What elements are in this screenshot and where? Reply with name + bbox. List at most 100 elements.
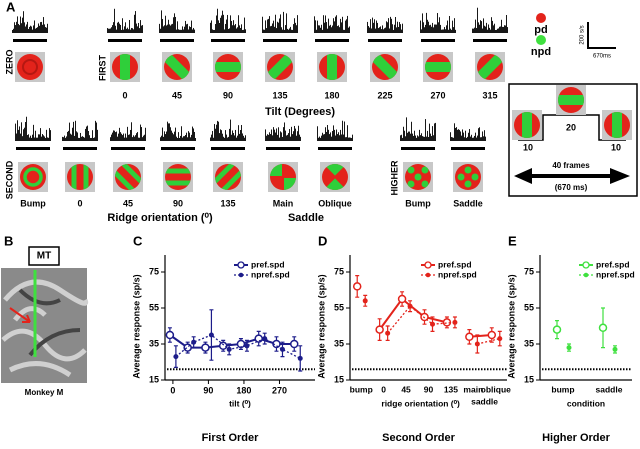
stimulus xyxy=(423,52,453,82)
histogram xyxy=(420,12,456,34)
data-point xyxy=(452,319,458,325)
stimulus xyxy=(111,160,145,194)
stimulus-bar xyxy=(315,39,349,42)
stimulus xyxy=(512,110,542,140)
y-tick-label: 55 xyxy=(334,302,344,312)
stimulus-bar xyxy=(266,147,300,150)
diagram-box xyxy=(508,83,638,197)
data-point xyxy=(566,345,572,351)
histogram xyxy=(15,116,51,141)
data-point xyxy=(430,321,435,327)
data-point xyxy=(218,341,228,351)
stimulus xyxy=(110,52,140,82)
x-axis-label: tilt (⁰) xyxy=(229,398,251,408)
data-point xyxy=(407,303,413,309)
legend-label: npd xyxy=(531,46,551,58)
stimulus xyxy=(475,52,505,82)
tick-label: 225 xyxy=(377,90,392,100)
tick-label: 270 xyxy=(430,90,445,100)
arrow xyxy=(9,307,31,323)
tick-label: 90 xyxy=(223,90,233,100)
legend-swatch xyxy=(536,13,546,23)
data-point xyxy=(297,355,303,361)
histogram xyxy=(317,120,353,141)
stimulus-bar xyxy=(451,147,485,150)
stimulus-bar xyxy=(318,147,352,150)
stimulus xyxy=(317,52,347,82)
diagram-label: 10 xyxy=(611,142,621,152)
stimulus-bar xyxy=(368,39,402,42)
legend-swatch xyxy=(536,35,546,45)
data-point xyxy=(173,354,179,360)
row-label: FIRST xyxy=(97,54,107,81)
data-point xyxy=(165,330,175,340)
histogram xyxy=(12,11,48,33)
data-point xyxy=(497,336,503,342)
panel-label: E xyxy=(508,233,517,248)
panel-label: C xyxy=(133,233,143,248)
axis-label: Saddle xyxy=(288,212,324,224)
chart-title: First Order xyxy=(202,432,260,444)
series-line xyxy=(378,297,448,331)
panel-label: A xyxy=(6,0,16,14)
stimulus-bar xyxy=(16,147,50,150)
tick-label: 0 xyxy=(77,198,82,208)
stimulus xyxy=(268,162,298,192)
legend-marker xyxy=(424,261,432,269)
stimulus xyxy=(15,52,45,82)
y-axis-label: Average response (sp/s) xyxy=(506,274,516,378)
series-line xyxy=(477,337,500,345)
data-point xyxy=(183,343,192,352)
tick-label: Oblique xyxy=(318,198,352,208)
legend-marker xyxy=(425,272,431,278)
stimulus xyxy=(370,52,400,82)
stimulus xyxy=(65,162,95,192)
diagram-label: 20 xyxy=(566,122,576,132)
scale-label: 670ms xyxy=(593,54,611,60)
axis-label: Ridge orientation (⁰) xyxy=(107,212,213,224)
data-point xyxy=(598,323,608,333)
data-point xyxy=(244,343,250,349)
x-tick-label: main xyxy=(463,384,483,394)
y-tick-label: 35 xyxy=(149,338,159,348)
tick-label: 90 xyxy=(173,198,183,208)
diagram-label: (670 ms) xyxy=(555,183,588,192)
x-tick-label: 0 xyxy=(170,385,175,395)
data-point xyxy=(474,341,480,347)
data-point xyxy=(352,282,362,291)
stimulus-bar xyxy=(473,39,507,42)
legend-label: pref.spd xyxy=(596,259,630,269)
data-point xyxy=(612,346,618,352)
stimulus xyxy=(556,85,586,115)
region-box xyxy=(28,246,60,266)
stimulus-bar xyxy=(63,147,97,150)
panel-label: B xyxy=(4,233,13,248)
x-tick-label: bump xyxy=(350,384,373,394)
histogram xyxy=(472,7,508,33)
tick-label: 0 xyxy=(122,90,127,100)
histogram xyxy=(107,8,143,34)
tick-label: 45 xyxy=(123,198,133,208)
row-label: ZERO xyxy=(4,49,14,74)
y-tick-label: 15 xyxy=(334,374,344,384)
tick-label: 180 xyxy=(324,90,339,100)
stimulus xyxy=(403,162,433,192)
stimulus-bar xyxy=(160,39,194,42)
stimulus xyxy=(211,160,245,194)
histogram xyxy=(110,122,146,141)
data-point xyxy=(465,332,474,342)
tick-label: 135 xyxy=(272,90,287,100)
data-point xyxy=(362,298,368,304)
data-point xyxy=(262,336,268,342)
data-point xyxy=(254,334,263,343)
legend-label: npref.spd xyxy=(596,269,635,279)
stimulus-bar xyxy=(108,39,142,42)
row-label: SECOND xyxy=(4,160,14,199)
axis-label: Tilt (Degrees) xyxy=(265,106,335,118)
histogram xyxy=(265,122,301,141)
stimulus xyxy=(213,52,243,82)
diagram-label: 40 frames xyxy=(552,161,590,170)
y-tick-label: 55 xyxy=(149,302,159,312)
y-tick-label: 15 xyxy=(149,374,159,384)
